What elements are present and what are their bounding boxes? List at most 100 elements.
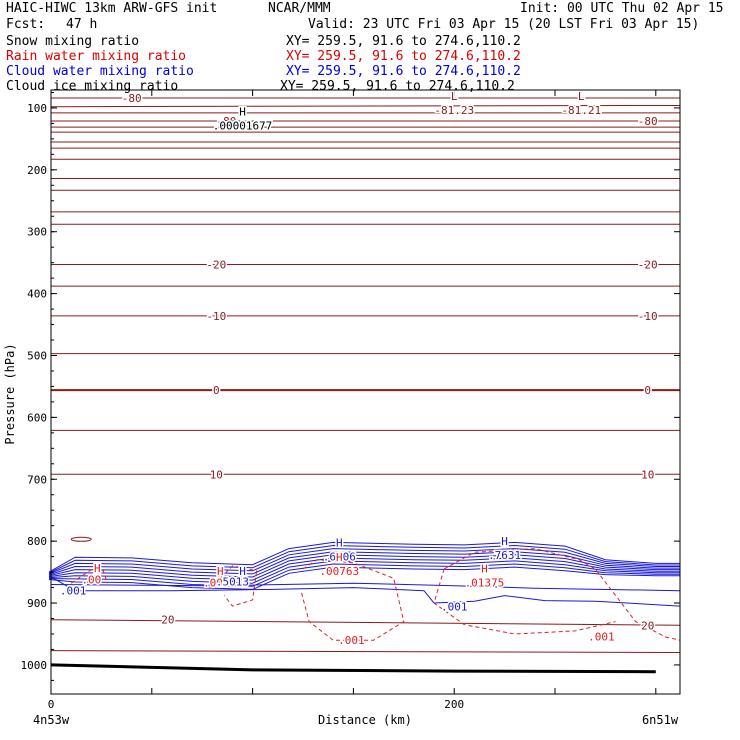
field-label: H	[239, 565, 246, 578]
extremum-kind: H	[336, 536, 343, 549]
forecast-hours: 47 h	[66, 17, 98, 32]
cloud-water-contour	[48, 560, 680, 584]
plot-frame	[50, 89, 681, 695]
temperature-contours	[50, 97, 681, 654]
temperature-contour	[50, 650, 681, 654]
temperature-label: -80	[216, 115, 236, 128]
x-tick-label: 200	[444, 698, 464, 711]
extremum-marker: L-81.23	[433, 89, 476, 119]
extremum-value: -81.23	[434, 104, 474, 117]
field-label: .00	[81, 574, 101, 587]
extremum-value: .01375	[465, 576, 505, 589]
temperature-label: 20	[161, 614, 174, 627]
extremum-value: .7631	[488, 549, 521, 562]
y-axis-label: Pressure (hPa)	[3, 343, 17, 444]
extremum-marker: H.00001677	[211, 104, 274, 134]
extremum-kind: L	[578, 90, 585, 103]
forecast-label: Fcst:	[6, 17, 46, 32]
temperature-contour	[70, 536, 92, 542]
extremum-kind: H	[481, 562, 488, 575]
y-tick-label: 200	[27, 164, 47, 177]
rain-contour	[433, 568, 616, 635]
rain-contour	[219, 565, 258, 607]
temperature-contour	[50, 619, 681, 626]
rain-contour	[443, 548, 681, 641]
extremum-marker: H.7631	[487, 534, 523, 564]
field-label: H	[94, 562, 101, 575]
corner-label-left: 4n53w	[33, 713, 70, 727]
y-tick-label: 900	[27, 597, 47, 610]
field-label: 20	[641, 619, 654, 632]
temperature-label: 10	[210, 468, 223, 481]
extremum-marker: H.01375	[463, 561, 506, 591]
y-tick-label: 100	[27, 102, 47, 115]
cloud-water-contour	[48, 566, 680, 590]
surface-pressure-line	[50, 663, 656, 674]
field-label: H	[217, 565, 224, 578]
temperature-label: 0	[213, 384, 220, 397]
field-label: -80	[638, 115, 658, 128]
cloud-water-contour	[48, 575, 681, 607]
init-time: Init: 00 UTC Thu 02 Apr 15	[520, 1, 724, 16]
rain-contours	[70, 548, 681, 641]
cloud-water-contour	[50, 582, 681, 592]
y-tick-label: 600	[27, 411, 47, 424]
field-label: 10	[641, 468, 654, 481]
extremum-marker: H.6606	[321, 535, 357, 565]
field-label: .001	[588, 630, 615, 643]
cloud-water-contours	[48, 541, 681, 607]
field-label: .5013	[216, 575, 249, 588]
extremum-kind: H	[239, 106, 246, 119]
temperature-label: -10	[206, 310, 226, 323]
extremum-marker: L-81.21	[560, 89, 603, 119]
temperature-label: -80	[122, 92, 142, 105]
field-xy-snow: XY= 259.5, 91.6 to 274.6,110.2	[286, 34, 521, 49]
field-label: -20	[638, 259, 658, 272]
y-tick-label: 800	[27, 535, 47, 548]
field-label: .001	[60, 585, 87, 598]
y-tick-label: 500	[27, 349, 47, 362]
x-tick-label: 0	[48, 698, 55, 711]
extremum-marker: H.00763	[318, 550, 361, 580]
extremum-value: .00001677	[213, 120, 273, 133]
extremum-kind: H	[336, 551, 343, 564]
field-name-cloud-water: Cloud water mixing ratio	[6, 64, 194, 79]
rain-contour	[70, 569, 108, 584]
field-label: -10	[638, 310, 658, 323]
y-tick-label: 1000	[21, 659, 48, 672]
contour-labels: -80-80-20-1001020L-81.23L-81.21H.0000167…	[58, 89, 659, 649]
model-title: HAIC-HIWC 13km ARW-GFS init	[6, 1, 218, 16]
rain-contour	[300, 559, 405, 641]
cloud-water-contour	[48, 551, 680, 576]
extremum-value: .6606	[323, 550, 356, 563]
temperature-contour	[50, 104, 681, 108]
field-xy-cloud-water: XY= 259.5, 91.6 to 274.6,110.2	[286, 64, 521, 79]
cloud-water-contour	[48, 548, 680, 575]
field-name-rain: Rain water mixing ratio	[6, 49, 187, 64]
y-tick-label: 700	[27, 473, 47, 486]
y-tick-label: 400	[27, 288, 47, 301]
cloud-water-contour	[48, 554, 680, 578]
field-xy-rain: XY= 259.5, 91.6 to 274.6,110.2	[286, 49, 521, 64]
org-label: NCAR/MMM	[268, 1, 331, 16]
field-name-snow: Snow mixing ratio	[6, 34, 140, 49]
y-tick-label: 300	[27, 226, 47, 239]
cloud-water-contour	[48, 544, 680, 574]
x-axis-label: Distance (km)	[318, 713, 412, 727]
valid-time: Valid: 23 UTC Fri 03 Apr 15 (20 LST Fri …	[308, 17, 700, 32]
field-label: .001	[338, 634, 365, 647]
field-label: 0	[644, 384, 651, 397]
cloud-water-contour	[48, 557, 680, 581]
extremum-kind: L	[451, 90, 458, 103]
surface-line	[50, 663, 656, 674]
cloud-water-contour	[48, 563, 680, 587]
extremum-value: -81.21	[561, 104, 601, 117]
temperature-label: -20	[206, 259, 226, 272]
extremum-value: .00763	[319, 565, 359, 578]
field-label: .001	[203, 577, 230, 590]
extremum-kind: H	[501, 535, 508, 548]
corner-label-right: 6n51w	[642, 713, 679, 727]
field-label: .001	[441, 601, 468, 614]
